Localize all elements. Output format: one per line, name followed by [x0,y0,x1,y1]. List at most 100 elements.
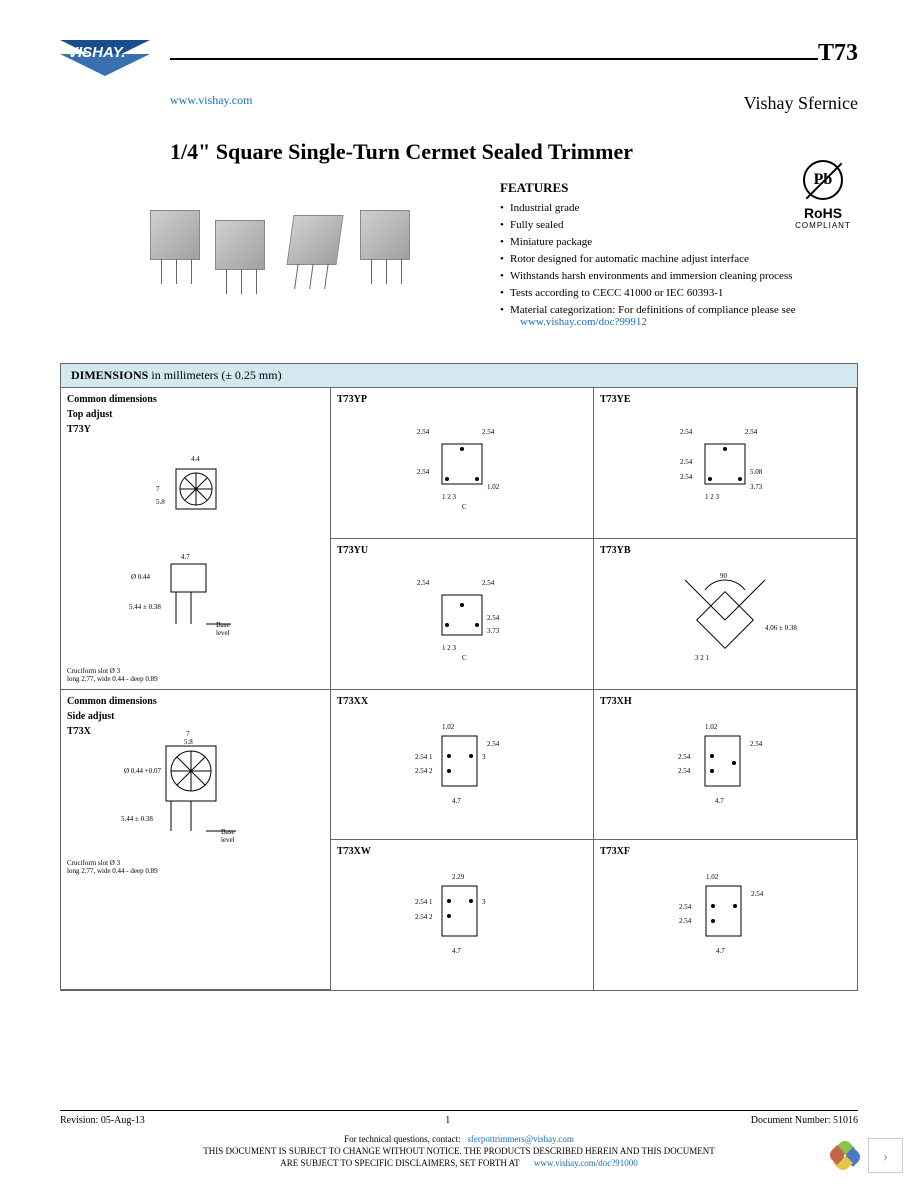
cruciform-note: Cruciform slot Ø 3 long 2.77, wide 0.44 … [67,667,324,683]
dim-cell-t73xf: T73XF 1.022.54 2.542.54 4.7 [594,840,857,990]
feature-item: Industrial grade [500,202,858,214]
svg-text:2.54: 2.54 [750,740,763,748]
t73x-drawing: 7 5.8 Ø 0.44 +0.07 5.44 ± 0.38 Base leve… [67,741,324,851]
dim-cell-t73xx: T73XX 1.022.54 2.542.54 4.7 123 [331,690,594,840]
svg-text:1.02: 1.02 [487,483,500,491]
feature-item: Rotor designed for automatic machine adj… [500,253,858,265]
dimensions-header: DIMENSIONS in millimeters (± 0.25 mm) [61,364,857,388]
lead-free-icon: Pb [803,160,843,200]
page-title: 1/4" Square Single-Turn Cermet Sealed Tr… [170,139,858,165]
next-page-button[interactable]: › [868,1138,903,1173]
dimensions-table: DIMENSIONS in millimeters (± 0.25 mm) Co… [60,363,858,991]
svg-text:2.54: 2.54 [745,428,758,436]
svg-text:2.54: 2.54 [415,753,428,761]
svg-text:4.4: 4.4 [191,455,200,463]
svg-text:5.8: 5.8 [184,738,193,746]
vishay-url-link[interactable]: www.vishay.com [170,93,252,114]
dim-cell-t73yu: T73YU 2.542.54 2.543.73 1 2 3 C [331,539,594,690]
svg-text:2.54: 2.54 [680,458,693,466]
feature-item: Withstands harsh environments and immers… [500,270,858,282]
logo-text: VISHAY. [68,44,126,61]
svg-text:3.73: 3.73 [750,483,763,491]
svg-text:2.54: 2.54 [751,890,764,898]
svg-text:4.7: 4.7 [715,797,724,805]
svg-text:1.02: 1.02 [442,723,455,731]
svg-text:2.54: 2.54 [678,753,691,761]
svg-text:level: level [216,629,230,637]
svg-text:Base: Base [221,828,235,836]
svg-text:4.7: 4.7 [452,797,461,805]
dim-cell-t73xw: T73XW 2.29 2.542.54 123 4.7 [331,840,594,990]
page-thumbnail-icon[interactable] [828,1138,863,1173]
svg-text:2.54: 2.54 [415,898,428,906]
svg-text:1 2 3: 1 2 3 [442,644,457,652]
svg-text:2.54: 2.54 [415,767,428,775]
svg-text:Ø 0.44: Ø 0.44 [131,573,151,581]
svg-text:2.54: 2.54 [487,614,500,622]
svg-text:3 2 1: 3 2 1 [695,654,710,662]
svg-text:2.54: 2.54 [417,579,430,587]
svg-text:2.54: 2.54 [678,767,691,775]
svg-text:3: 3 [482,753,486,761]
dim-cell-t73yb: T73YB 90 4.06 ± 0.38 3 2 1 [594,539,857,690]
document-number: Document Number: 51016 [751,1115,858,1126]
svg-text:1: 1 [429,898,433,906]
footer: Revision: 05-Aug-13 1 Document Number: 5… [60,1110,858,1168]
feature-item: Material categorization: For definitions… [500,304,858,328]
svg-text:7: 7 [156,485,160,493]
svg-text:4.7: 4.7 [452,947,461,955]
svg-text:2.54: 2.54 [415,913,428,921]
svg-text:7: 7 [186,730,190,738]
page-number: 1 [445,1115,450,1126]
svg-text:1 2 3: 1 2 3 [442,493,457,501]
feature-item: Tests according to CECC 41000 or IEC 603… [500,287,858,299]
svg-text:5.8: 5.8 [156,498,165,506]
svg-text:2.54: 2.54 [679,903,692,911]
brand-name: Vishay Sfernice [744,93,858,114]
svg-text:4.7: 4.7 [716,947,725,955]
svg-text:2.54: 2.54 [417,428,430,436]
svg-text:1 2 3: 1 2 3 [705,493,720,501]
svg-text:2: 2 [429,913,433,921]
svg-text:2.54: 2.54 [680,428,693,436]
svg-text:2: 2 [429,767,433,775]
svg-text:2.54: 2.54 [482,579,495,587]
svg-text:Ø 0.44 +0.07: Ø 0.44 +0.07 [124,767,162,775]
header: VISHAY. T73 [60,40,858,85]
header-divider [170,58,818,60]
svg-text:5.08: 5.08 [750,468,763,476]
svg-text:5.44 ± 0.38: 5.44 ± 0.38 [121,815,153,823]
contact-email-link[interactable]: sferpottrimmers@vishay.com [467,1134,573,1144]
feature-item: Fully sealed [500,219,858,231]
t73y-side-drawing: Ø 0.44 4.7 5.44 ± 0.38 Base level [67,549,324,659]
svg-text:2.54: 2.54 [487,740,500,748]
dim-cell-t73x-common: Common dimensions Side adjust T73X 7 5.8… [61,690,331,990]
feature-item: Miniature package [500,236,858,248]
svg-text:level: level [221,836,235,844]
material-doc-link[interactable]: www.vishay.com/doc?99912 [520,316,647,328]
svg-text:2.29: 2.29 [452,873,465,881]
dim-cell-t73xh: T73XH 1.022.54 2.542.54 4.7 [594,690,857,840]
svg-text:3.73: 3.73 [487,627,500,635]
disclaimer-line1: THIS DOCUMENT IS SUBJECT TO CHANGE WITHO… [60,1146,858,1156]
features-section: FEATURES Industrial grade Fully sealed M… [500,180,858,333]
svg-text:1: 1 [429,753,433,761]
svg-text:2.54: 2.54 [679,917,692,925]
svg-text:2.54: 2.54 [680,473,693,481]
svg-text:1.02: 1.02 [705,723,718,731]
svg-text:Base: Base [216,621,230,629]
disclaimer-line2: ARE SUBJECT TO SPECIFIC DISCLAIMERS, SET… [280,1158,519,1168]
logo: VISHAY. [60,40,160,85]
disclaimer-link[interactable]: www.vishay.com/doc?91000 [534,1158,638,1168]
svg-text:4.7: 4.7 [181,553,190,561]
svg-text:2.54: 2.54 [417,468,430,476]
product-photo [140,180,440,320]
revision-date: Revision: 05-Aug-13 [60,1115,145,1126]
product-code: T73 [818,40,858,67]
svg-text:2.54: 2.54 [482,428,495,436]
svg-text:4.06 ± 0.38: 4.06 ± 0.38 [765,624,797,632]
t73y-top-drawing: 7 4.4 5.8 [67,439,324,549]
svg-text:C: C [462,654,467,662]
dim-cell-t73yp: T73YP 2.542.54 2.54 1.02 1 2 3 C [331,388,594,539]
svg-text:3: 3 [482,898,486,906]
